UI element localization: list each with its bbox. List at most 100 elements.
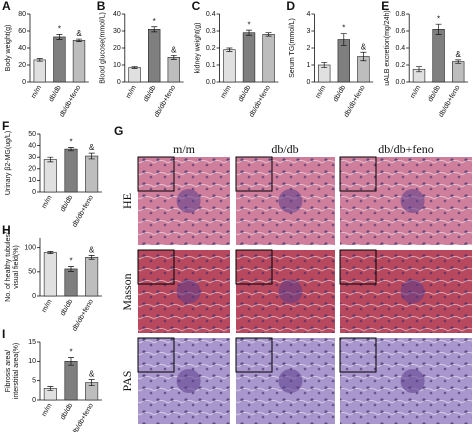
x-tick-label: db/db+feno	[153, 84, 177, 118]
y-tick-label: 0	[306, 79, 310, 86]
panel-letter: H	[2, 223, 11, 237]
y-tick-label: 2	[306, 45, 310, 52]
glomerulus	[278, 189, 303, 213]
bar	[64, 361, 78, 401]
bar	[53, 36, 66, 83]
row-header: HE	[120, 193, 134, 209]
y-tick-label: 10	[28, 177, 36, 184]
error-bar	[76, 38, 82, 42]
x-tick-label: db/db	[60, 298, 75, 317]
y-tick-label: 0.6	[395, 28, 405, 35]
y-tick-label: 0.0	[395, 79, 405, 86]
x-tick-label: db/db	[427, 84, 442, 103]
glomerulus	[400, 369, 425, 393]
bar	[242, 32, 256, 83]
y-tick-label: 1	[306, 62, 310, 69]
error-bar	[68, 357, 74, 366]
error-bar	[151, 26, 158, 33]
inset	[235, 337, 273, 373]
panel-letter: B	[97, 0, 106, 13]
y-tick-label: 100	[24, 245, 36, 252]
y-axis-label: Urinary β2-MG(ug/L)	[5, 131, 12, 195]
y-tick-label: 0.3	[206, 28, 216, 35]
y-tick-label: 30	[113, 28, 121, 35]
error-bar	[88, 255, 95, 260]
y-tick-label: 0.4	[395, 45, 405, 52]
y-tick-label: 0.4	[206, 11, 216, 18]
error-bar	[47, 251, 54, 254]
x-tick-label: m/m	[41, 298, 54, 313]
x-tick-label: db/db+feno	[71, 298, 95, 332]
error-bar	[321, 62, 328, 68]
panel-letter: F	[2, 119, 9, 133]
y-axis-label: Serum TG(mmol/L)	[289, 18, 296, 78]
inset	[137, 249, 175, 285]
y-tick-label: 5	[32, 378, 36, 385]
x-tick-label: m/m	[409, 84, 422, 99]
bar	[337, 39, 350, 83]
y-axis-label: No. of healthy tubules/	[5, 232, 12, 302]
y-tick-label: 0.8	[395, 11, 405, 18]
bar	[223, 49, 236, 83]
y-tick-label: 20	[113, 45, 121, 52]
panel-letter: I	[2, 327, 5, 341]
glomerulus	[176, 189, 201, 213]
error-bar	[88, 379, 95, 387]
y-tick-label: 60	[18, 28, 26, 35]
inset	[339, 249, 377, 285]
y-tick-label: 10	[113, 62, 121, 69]
y-tick-label: 40	[28, 142, 36, 149]
x-tick-label: m/m	[41, 194, 54, 209]
error-bar	[226, 47, 233, 52]
error-bar	[47, 156, 54, 163]
x-tick-label: m/m	[41, 402, 54, 417]
significance-mark: *	[342, 24, 345, 33]
x-tick-label: m/m	[30, 84, 43, 99]
glomerulus	[400, 279, 425, 304]
bar	[262, 34, 275, 83]
inset	[137, 156, 175, 192]
inset	[339, 337, 377, 373]
x-tick-label: db/db+feno	[343, 84, 367, 118]
x-tick-label: db/db+feno	[59, 84, 83, 118]
y-tick-label: 4	[306, 11, 310, 18]
x-tick-label: db/db	[143, 84, 158, 103]
error-bar	[360, 51, 367, 62]
y-tick-label: 20	[18, 62, 26, 69]
bar	[452, 61, 465, 83]
bar	[64, 148, 78, 193]
x-tick-label: m/m	[315, 84, 328, 99]
error-bar	[340, 33, 347, 46]
x-tick-label: db/db	[48, 84, 63, 103]
y-tick-label: 0.1	[206, 62, 216, 69]
error-bar	[455, 59, 462, 64]
y-tick-label: 15	[28, 339, 36, 346]
significance-mark: &	[361, 42, 367, 51]
glomerulus	[176, 369, 201, 393]
significance-mark: &	[171, 45, 177, 54]
glomerulus	[400, 189, 425, 213]
y-axis-label: visual field(%)	[13, 245, 20, 289]
significance-mark: *	[69, 257, 72, 266]
y-tick-label: 0	[117, 79, 121, 86]
error-bar	[416, 66, 422, 73]
y-tick-label: 0.0	[206, 79, 216, 86]
bar	[64, 268, 78, 297]
bar	[33, 59, 46, 83]
bar	[43, 252, 57, 297]
bar	[128, 67, 141, 83]
y-tick-label: 0.2	[206, 45, 216, 52]
x-tick-label: db/db+feno	[248, 84, 272, 118]
error-bar	[68, 266, 74, 272]
y-tick-label: 50	[28, 269, 36, 276]
column-header: db/db+feno	[378, 142, 433, 156]
error-bar	[68, 146, 74, 152]
glomerulus	[278, 279, 303, 304]
inset	[235, 156, 273, 192]
x-tick-label: db/db	[60, 194, 75, 213]
x-tick-label: db/db	[238, 84, 253, 103]
significance-mark: *	[58, 25, 61, 34]
y-axis-label: Body weight(g)	[5, 25, 12, 72]
column-header: m/m	[173, 142, 196, 156]
